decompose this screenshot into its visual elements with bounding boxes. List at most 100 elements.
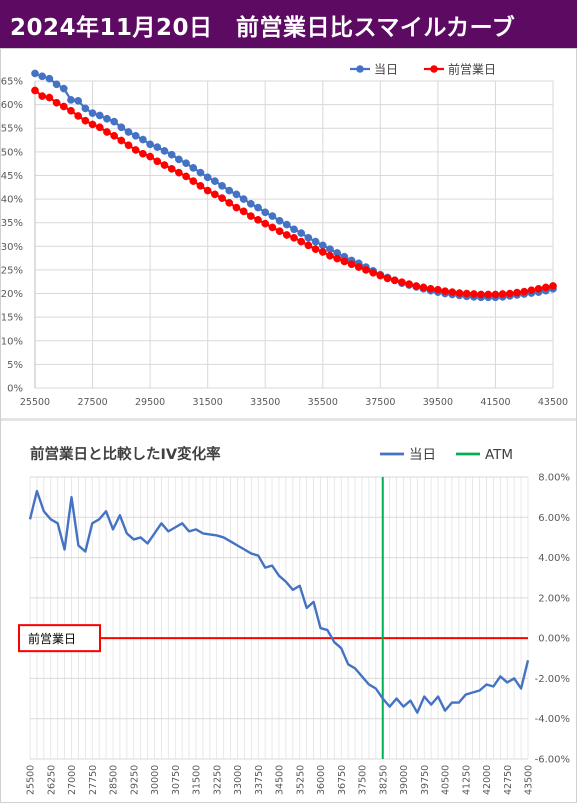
data-point xyxy=(520,287,529,296)
data-point xyxy=(232,203,241,212)
x-tick-label: 31500 xyxy=(193,397,223,408)
data-point xyxy=(189,177,198,185)
x-tick-label: 27750 xyxy=(88,765,99,795)
series-line xyxy=(34,72,554,299)
iv-change-chart: 前営業日と比較したIV変化率 8.00% 6.00% 4.00% 2.00% 0.00% -… xyxy=(18,445,570,795)
data-point xyxy=(376,271,385,280)
data-point xyxy=(81,116,90,125)
y-tick-label: 5% xyxy=(7,360,23,371)
data-point xyxy=(318,241,327,250)
data-point xyxy=(88,120,97,129)
data-point xyxy=(218,194,226,202)
x-tick-label: 37500 xyxy=(358,765,369,795)
data-point xyxy=(311,237,320,246)
data-point xyxy=(103,114,111,123)
y-tick-label: 55% xyxy=(1,124,23,135)
legend-label: 当日 xyxy=(409,447,436,463)
data-point xyxy=(124,128,133,136)
x-tick-label: 31500 xyxy=(192,765,203,795)
series-today-line xyxy=(28,489,530,714)
data-point xyxy=(175,168,183,177)
x-tick-label: 27500 xyxy=(77,397,107,408)
data-point xyxy=(398,278,406,287)
data-point xyxy=(282,220,291,229)
legend-swatch-marker xyxy=(356,65,364,73)
x-tick-label: 30750 xyxy=(171,765,182,795)
data-point xyxy=(225,186,234,195)
x-tick-label: 40500 xyxy=(441,765,452,795)
data-point xyxy=(218,182,226,190)
data-point xyxy=(354,263,363,271)
panel-divider xyxy=(0,418,577,421)
data-point xyxy=(541,283,550,292)
baseline-label-box xyxy=(18,624,101,653)
data-point xyxy=(462,289,471,298)
data-point xyxy=(318,248,327,256)
x-tick-label: 35500 xyxy=(308,397,338,408)
y-tick-label: 2.00% xyxy=(538,593,570,604)
x-tick-label: 35250 xyxy=(295,765,306,795)
x-tick-label: 29500 xyxy=(135,397,165,408)
data-point xyxy=(405,280,413,288)
data-point xyxy=(153,157,162,166)
data-point xyxy=(268,223,277,232)
data-point xyxy=(254,216,262,224)
x-tick-label: 39000 xyxy=(399,765,410,795)
data-point xyxy=(275,216,284,225)
legend-label: 前営業日 xyxy=(448,62,496,77)
data-point xyxy=(304,233,313,242)
data-point xyxy=(505,289,514,298)
data-point xyxy=(347,260,356,269)
data-point xyxy=(261,219,270,228)
x-tick-label: 39500 xyxy=(423,397,453,408)
x-tick-label: 41250 xyxy=(461,765,472,795)
y-tick-label: 60% xyxy=(1,100,23,111)
x-tick-label: 25500 xyxy=(26,765,37,795)
x-tick-label: 33000 xyxy=(233,765,244,795)
data-point xyxy=(477,290,485,299)
data-point xyxy=(434,285,442,294)
data-point xyxy=(52,98,61,107)
data-point xyxy=(326,251,334,260)
data-point xyxy=(45,74,54,83)
data-point xyxy=(139,135,147,144)
data-point xyxy=(189,164,198,172)
iv-change-chart-panel: 前営業日と比較したIV変化率 8.00% 6.00% 4.00% 2.00% 0.00% -… xyxy=(0,421,577,803)
x-tick-label: 30000 xyxy=(150,765,161,795)
series-previous-day xyxy=(31,86,557,299)
legend-swatch-marker xyxy=(430,65,438,73)
y-tick-label: 10% xyxy=(1,336,23,347)
data-point xyxy=(81,104,90,113)
data-point xyxy=(160,147,169,155)
data-point xyxy=(290,225,298,234)
data-point xyxy=(131,131,140,140)
data-point xyxy=(534,284,543,293)
y-tick-label: 8.00% xyxy=(538,473,570,484)
y-tick-label: 45% xyxy=(1,171,23,182)
data-point xyxy=(239,195,248,203)
x-tick-label: 29250 xyxy=(129,765,140,795)
data-point xyxy=(282,231,291,239)
data-point xyxy=(419,283,428,292)
data-point xyxy=(261,208,270,217)
data-point xyxy=(52,80,61,89)
x-tick-label: 38250 xyxy=(378,765,389,795)
data-point xyxy=(527,286,536,295)
data-point xyxy=(225,199,234,207)
data-point xyxy=(45,93,54,102)
data-point xyxy=(139,149,147,158)
y-tick-label: 4.00% xyxy=(538,553,570,564)
x-tick-label: 41500 xyxy=(480,397,510,408)
data-point xyxy=(95,111,104,120)
data-point xyxy=(110,131,118,140)
data-point xyxy=(110,117,118,126)
data-point xyxy=(549,282,557,290)
data-point xyxy=(470,290,478,298)
data-point xyxy=(211,177,219,185)
data-point xyxy=(362,266,370,274)
data-point xyxy=(74,96,83,105)
data-point xyxy=(297,229,306,237)
x-tick-label: 34500 xyxy=(275,765,286,795)
x-tick-label: 28500 xyxy=(109,765,120,795)
data-point xyxy=(333,254,342,263)
